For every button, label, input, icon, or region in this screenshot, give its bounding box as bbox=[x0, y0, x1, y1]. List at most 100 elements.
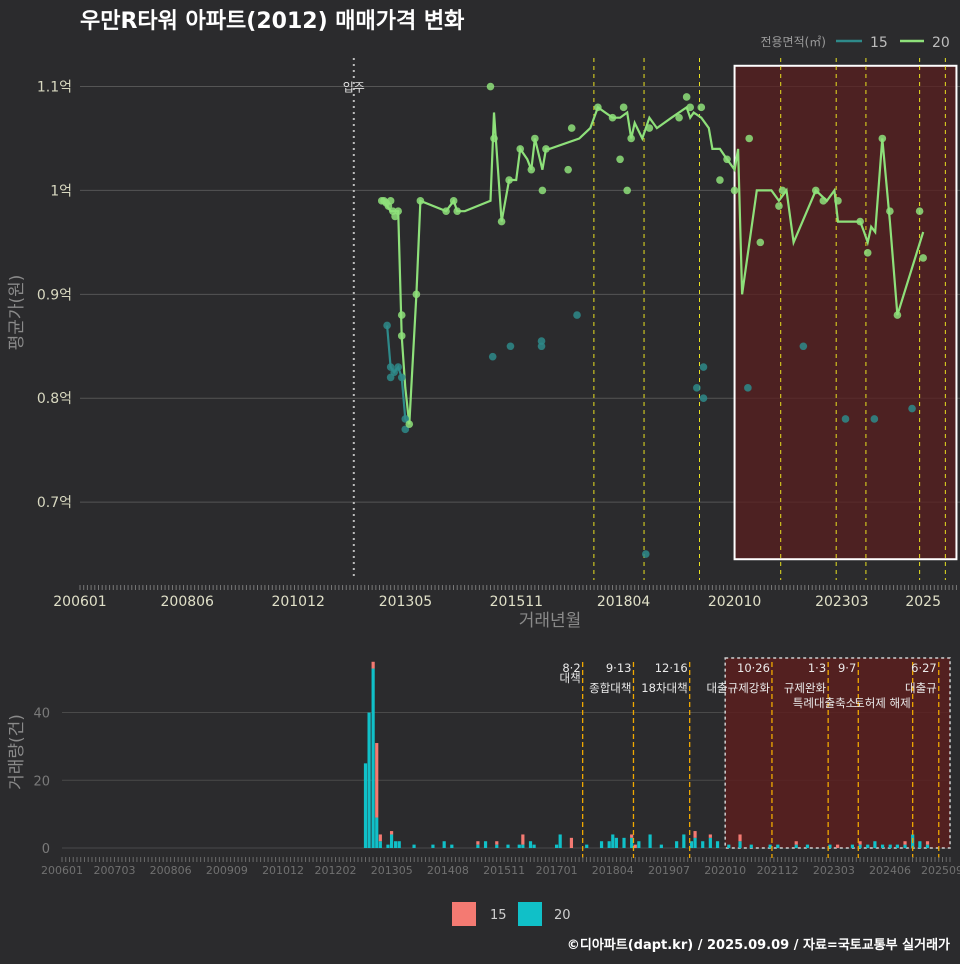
y-axis-title: 거래량(건) bbox=[7, 714, 27, 790]
bar-20 bbox=[866, 844, 870, 848]
point-20 bbox=[505, 176, 513, 184]
x-tick-label: 201012 bbox=[262, 864, 304, 877]
policy-label: 토허제 해제 bbox=[854, 696, 911, 710]
legend-label-20: 20 bbox=[554, 908, 571, 923]
point-20 bbox=[542, 145, 550, 153]
point-20 bbox=[627, 134, 635, 143]
bar-20 bbox=[528, 841, 533, 848]
point-20 bbox=[893, 311, 902, 319]
legend-key-20 bbox=[518, 902, 542, 926]
legend-label-15: 15 bbox=[490, 908, 507, 923]
bar-20 bbox=[517, 844, 521, 848]
bar-20 bbox=[378, 841, 382, 848]
policy-date: 10·26 bbox=[737, 661, 770, 675]
policy-date: 1·3 bbox=[808, 661, 826, 675]
point-20 bbox=[453, 207, 462, 216]
bar-20 bbox=[397, 841, 401, 848]
point-15 bbox=[537, 337, 546, 345]
bar-15 bbox=[738, 834, 742, 842]
highlight-box bbox=[733, 64, 958, 561]
point-20 bbox=[490, 134, 498, 143]
y-tick-label: 20 bbox=[33, 774, 50, 789]
policy-label: 대책 bbox=[559, 671, 580, 685]
point-20 bbox=[834, 197, 842, 205]
bar-15 bbox=[476, 841, 480, 845]
y-tick-label: 0.9억 bbox=[37, 287, 72, 303]
point-20 bbox=[919, 254, 927, 262]
bar-20 bbox=[768, 844, 772, 848]
y-tick-label: 1.1억 bbox=[37, 80, 72, 96]
x-tick-label: 201305 bbox=[371, 864, 413, 877]
policy-annotations: 8·2대책 9·13 종합대책 12·16 18차대책 10·26 대출규제강화 1·3 규제완… bbox=[559, 661, 936, 710]
bar-15 bbox=[708, 834, 712, 838]
point-15 bbox=[642, 550, 650, 558]
point-20 bbox=[608, 113, 617, 122]
point-20 bbox=[442, 207, 450, 216]
bar-20 bbox=[558, 834, 562, 848]
bar-20 bbox=[371, 668, 375, 848]
bar-20 bbox=[858, 844, 862, 848]
point-20 bbox=[645, 124, 654, 132]
point-15 bbox=[383, 321, 391, 330]
bar-20 bbox=[607, 841, 611, 848]
point-20 bbox=[397, 332, 406, 340]
point-20 bbox=[531, 134, 539, 143]
point-15 bbox=[394, 363, 402, 371]
x-tick-label: 2025 bbox=[905, 594, 941, 610]
chart-title: 우만R타워 아파트(2012) 매매가격 변화 bbox=[80, 9, 464, 34]
bottom-policy-lines bbox=[582, 662, 940, 858]
bar-15 bbox=[371, 661, 375, 669]
point-20 bbox=[416, 197, 425, 205]
x-tick-label: 200703 bbox=[93, 864, 135, 877]
legend-key-15 bbox=[452, 902, 476, 926]
x-tick-label: 202406 bbox=[869, 864, 911, 877]
point-15 bbox=[488, 352, 497, 361]
bar-20 bbox=[776, 844, 780, 848]
x-tick-label: 201907 bbox=[648, 864, 690, 877]
bar-15 bbox=[836, 844, 840, 848]
bar-20 bbox=[637, 841, 641, 848]
point-15 bbox=[908, 404, 916, 413]
policy-label: 규제완화 bbox=[784, 681, 827, 695]
policy-label: 대출규제강화 bbox=[706, 681, 770, 695]
bar-20 bbox=[648, 834, 652, 848]
bar-15 bbox=[521, 834, 525, 845]
policy-label: 특례대출축소 bbox=[793, 696, 856, 710]
bar-20 bbox=[483, 841, 488, 848]
top-x-axis: 200601 200806 201012 201305 201511 201804 2020… bbox=[53, 585, 957, 631]
x-tick-label: 200909 bbox=[206, 864, 248, 877]
bar-20 bbox=[442, 841, 446, 848]
bar-20 bbox=[749, 844, 753, 848]
x-tick-label: 202303 bbox=[813, 864, 855, 877]
bar-20 bbox=[675, 841, 679, 848]
bar-20 bbox=[850, 844, 855, 848]
bar-20 bbox=[794, 844, 798, 848]
top-legend: 전용면적(㎡) 15 20 bbox=[760, 35, 949, 51]
bar-20 bbox=[412, 844, 416, 848]
point-20 bbox=[811, 186, 820, 195]
policy-label: 18차대책 bbox=[641, 681, 687, 695]
y-tick-label: 0.7억 bbox=[37, 495, 72, 511]
point-15 bbox=[744, 384, 752, 392]
point-20 bbox=[878, 134, 887, 143]
bar-20 bbox=[367, 712, 371, 848]
bar-20 bbox=[386, 844, 390, 848]
bar-20 bbox=[375, 817, 379, 848]
occupancy-label: 입주 bbox=[343, 81, 365, 95]
bar-20 bbox=[708, 837, 712, 848]
bar-15 bbox=[375, 743, 379, 818]
point-20 bbox=[486, 82, 495, 91]
bar-15 bbox=[569, 837, 574, 848]
x-tick-label: 200601 bbox=[41, 864, 83, 877]
point-20 bbox=[405, 420, 414, 428]
point-15 bbox=[537, 342, 546, 351]
bar-20 bbox=[689, 841, 694, 848]
x-tick-label: 202509 bbox=[921, 864, 960, 877]
bar-20 bbox=[701, 841, 705, 848]
point-20 bbox=[538, 186, 547, 195]
bottom-legend: 15 20 bbox=[452, 902, 571, 926]
point-15 bbox=[397, 373, 406, 382]
legend-title: 전용면적(㎡) bbox=[760, 35, 826, 49]
point-20 bbox=[564, 165, 572, 174]
point-20 bbox=[886, 207, 894, 216]
